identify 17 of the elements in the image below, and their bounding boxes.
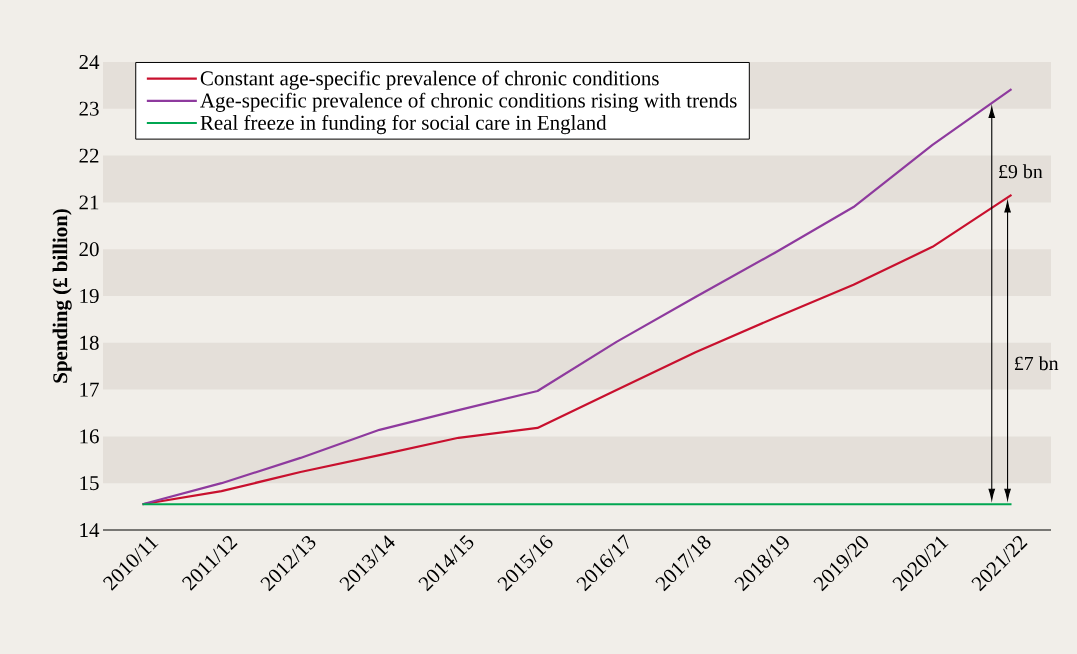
annotation: £7 bn	[1014, 356, 1059, 371]
y-tick-label: 16	[80, 429, 99, 444]
annotation: £9 bn	[999, 164, 1043, 179]
y-tick-label: 15	[80, 476, 99, 491]
y-tick-label: 19	[80, 288, 99, 304]
y-tick-label: 21	[79, 195, 99, 210]
y-tick-label: 23	[79, 101, 99, 116]
y-tick-label: 20	[79, 242, 99, 257]
legend-label: Constant age-specific prevalence of chronic conditions	[200, 70, 659, 90]
y-tick-label: 22	[79, 148, 99, 163]
y-tick-label: 18	[80, 335, 99, 350]
y-tick-label: 17	[80, 382, 99, 397]
y-tick-label: 24	[79, 55, 100, 69]
legend-label: Real freeze in funding for social care in England	[200, 114, 607, 135]
y-axis-title: Spending (£ billion)	[52, 209, 72, 383]
legend-label: Age-specific prevalence of chronic conditions rising with trends	[200, 92, 737, 112]
y-tick-label: 14	[80, 523, 100, 537]
